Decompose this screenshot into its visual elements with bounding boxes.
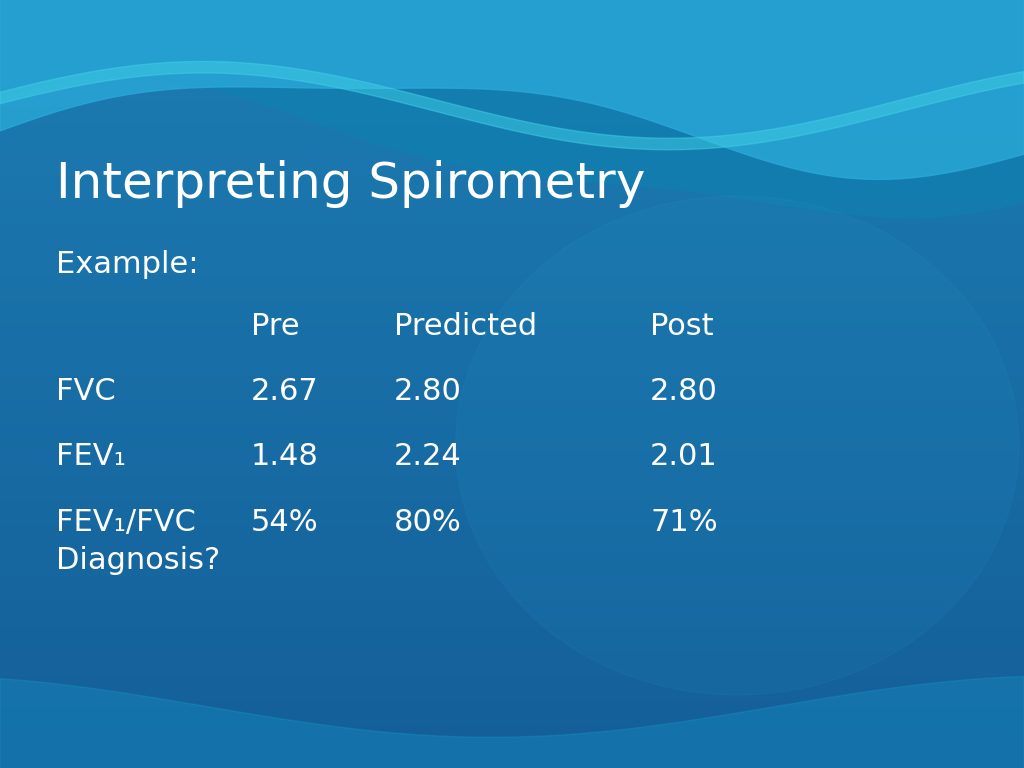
Text: 2.24: 2.24: [394, 442, 462, 472]
Text: 2.80: 2.80: [650, 377, 718, 406]
Text: FEV₁: FEV₁: [56, 442, 126, 472]
Text: Interpreting Spirometry: Interpreting Spirometry: [56, 161, 646, 208]
Text: 2.80: 2.80: [394, 377, 462, 406]
Text: 1.48: 1.48: [251, 442, 318, 472]
Text: Example:: Example:: [56, 250, 199, 280]
Text: 80%: 80%: [394, 508, 462, 537]
Text: 54%: 54%: [251, 508, 318, 537]
Ellipse shape: [456, 196, 1019, 695]
Text: Post: Post: [650, 312, 714, 341]
Text: 2.01: 2.01: [650, 442, 718, 472]
Text: FVC: FVC: [56, 377, 116, 406]
Text: Predicted: Predicted: [394, 312, 538, 341]
Text: FEV₁/FVC: FEV₁/FVC: [56, 508, 197, 537]
Polygon shape: [0, 0, 1024, 217]
Polygon shape: [0, 61, 1024, 150]
Text: Diagnosis?: Diagnosis?: [56, 546, 220, 575]
Polygon shape: [0, 677, 1024, 768]
Text: 71%: 71%: [650, 508, 718, 537]
Text: 2.67: 2.67: [251, 377, 318, 406]
Polygon shape: [0, 0, 1024, 180]
Text: Pre: Pre: [251, 312, 299, 341]
